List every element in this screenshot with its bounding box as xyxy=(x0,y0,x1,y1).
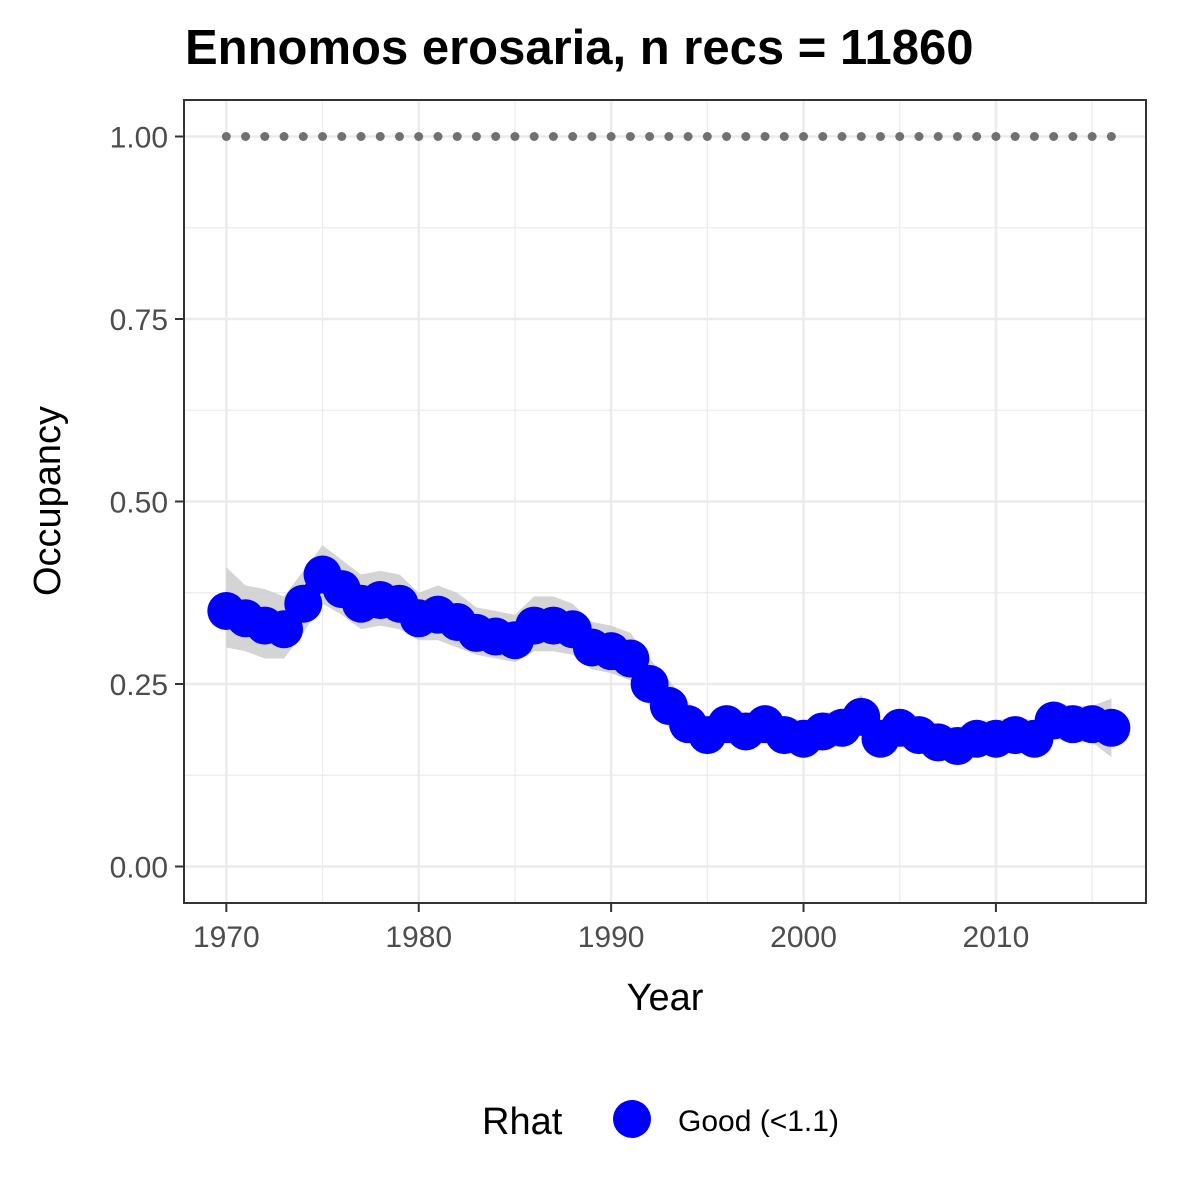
reference-dot xyxy=(510,132,520,141)
reference-dot xyxy=(664,132,674,141)
reference-dot xyxy=(1106,132,1116,141)
reference-dot xyxy=(221,132,231,141)
reference-dot xyxy=(1068,132,1078,141)
reference-line-dots xyxy=(221,132,1116,141)
y-tick-label: 0.25 xyxy=(110,669,168,702)
reference-dot xyxy=(1049,132,1059,141)
y-tick-label: 1.00 xyxy=(110,122,168,155)
data-point xyxy=(1092,708,1131,747)
reference-dot xyxy=(799,132,809,141)
reference-dot xyxy=(837,132,847,141)
reference-dot xyxy=(452,132,462,141)
x-tick-label: 1970 xyxy=(193,921,260,954)
reference-dot xyxy=(818,132,828,141)
reference-dot xyxy=(933,132,943,141)
reference-dot xyxy=(260,132,270,141)
reference-dot xyxy=(241,132,251,141)
reference-dot xyxy=(895,132,905,141)
reference-dot xyxy=(433,132,443,141)
reference-dot xyxy=(779,132,789,141)
reference-dot xyxy=(760,132,770,141)
data-point xyxy=(284,584,323,623)
occupancy-points xyxy=(207,555,1131,766)
reference-dot xyxy=(548,132,558,141)
y-tick-label: 0.50 xyxy=(110,487,168,520)
reference-dot xyxy=(645,132,655,141)
legend-title: Rhat xyxy=(482,1101,563,1143)
reference-dot xyxy=(972,132,982,141)
reference-dot xyxy=(298,132,308,141)
reference-dot xyxy=(318,132,328,141)
reference-dot xyxy=(394,132,404,141)
reference-dot xyxy=(683,132,693,141)
reference-dot xyxy=(1087,132,1097,141)
reference-dot xyxy=(606,132,616,141)
x-tick-label: 1990 xyxy=(578,921,645,954)
reference-dot xyxy=(356,132,366,141)
x-axis: 1970 1980 1990 2000 2010 xyxy=(193,903,1029,954)
reference-dot xyxy=(625,132,635,141)
x-axis-title: Year xyxy=(627,977,704,1019)
y-tick-label: 0.75 xyxy=(110,304,168,337)
reference-dot xyxy=(279,132,289,141)
y-tick-label: 0.00 xyxy=(110,852,168,885)
reference-dot xyxy=(471,132,481,141)
reference-dot xyxy=(529,132,539,141)
reference-dot xyxy=(337,132,347,141)
reference-dot xyxy=(1029,132,1039,141)
reference-dot xyxy=(587,132,597,141)
reference-dot xyxy=(568,132,578,141)
x-tick-label: 2010 xyxy=(963,921,1030,954)
reference-dot xyxy=(491,132,501,141)
y-axis: 0.00 0.25 0.50 0.75 1.00 xyxy=(110,122,184,885)
reference-dot xyxy=(914,132,924,141)
reference-dot xyxy=(952,132,962,141)
reference-dot xyxy=(991,132,1001,141)
chart-title: Ennomos erosaria, n recs = 11860 xyxy=(185,21,974,75)
reference-dot xyxy=(856,132,866,141)
reference-dot xyxy=(1010,132,1020,141)
x-tick-label: 2000 xyxy=(770,921,837,954)
legend-key-circle xyxy=(613,1100,651,1138)
reference-dot xyxy=(722,132,732,141)
reference-dot xyxy=(875,132,885,141)
legend: Rhat Good (<1.1) xyxy=(482,1100,839,1143)
reference-dot xyxy=(375,132,385,141)
x-tick-label: 1980 xyxy=(385,921,452,954)
reference-dot xyxy=(741,132,751,141)
reference-dot xyxy=(414,132,424,141)
reference-dot xyxy=(702,132,712,141)
legend-label: Good (<1.1) xyxy=(678,1105,839,1138)
y-axis-title: Occupancy xyxy=(27,406,69,596)
